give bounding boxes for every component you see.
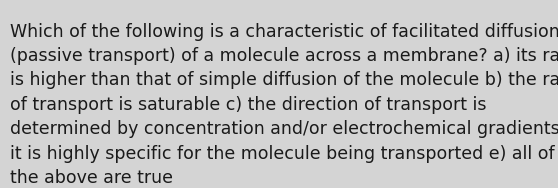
Text: is higher than that of simple diffusion of the molecule b) the rate: is higher than that of simple diffusion … xyxy=(10,71,558,89)
Text: Which of the following is a characteristic of facilitated diffusion: Which of the following is a characterist… xyxy=(10,23,558,41)
Text: of transport is saturable c) the direction of transport is: of transport is saturable c) the directi… xyxy=(10,96,487,114)
Text: determined by concentration and/or electrochemical gradients d): determined by concentration and/or elect… xyxy=(10,120,558,138)
Text: (passive transport) of a molecule across a membrane? a) its rate: (passive transport) of a molecule across… xyxy=(10,47,558,65)
Text: the above are true: the above are true xyxy=(10,169,173,187)
Text: it is highly specific for the molecule being transported e) all of: it is highly specific for the molecule b… xyxy=(10,145,555,163)
